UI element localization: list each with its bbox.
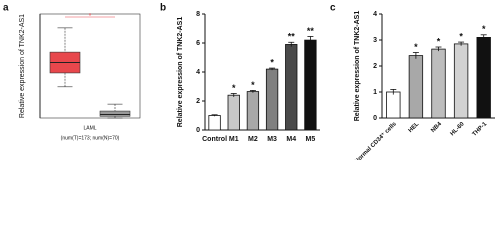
- panel-label: c: [330, 3, 336, 14]
- annotation: *: [89, 13, 92, 20]
- x-tick-label: LAML: [83, 125, 96, 131]
- x-axis-label: (num(T)=173; num(N)=70): [61, 135, 120, 141]
- significance: *: [251, 80, 255, 90]
- panel-label: a: [3, 3, 9, 14]
- bar: [246, 91, 260, 131]
- y-tick-label: 2: [196, 98, 200, 105]
- y-tick-label: 1: [373, 89, 377, 96]
- x-tick-label: NB4: [430, 121, 443, 134]
- y-tick-label: 3: [373, 37, 377, 44]
- panel-label: b: [160, 3, 166, 14]
- bar: [265, 68, 279, 131]
- x-tick-label: HEL: [408, 121, 421, 134]
- x-tick-label: Control: [202, 136, 227, 143]
- y-axis-label: Relative expression of TNK2-AS1: [177, 17, 184, 128]
- bar: [431, 48, 446, 119]
- y-axis-label: Relative expression of TNK2-AS1: [19, 14, 26, 118]
- x-tick-label: THP-1: [472, 121, 489, 138]
- significance: *: [414, 42, 418, 52]
- x-tick-label: M3: [267, 136, 277, 143]
- x-tick-label: M5: [306, 136, 316, 143]
- box: [99, 110, 131, 117]
- y-tick-label: 0: [196, 127, 200, 134]
- y-tick-label: 4: [373, 11, 377, 18]
- y-tick-label: 8: [196, 11, 200, 18]
- significance: *: [270, 57, 274, 67]
- bar: [285, 44, 298, 131]
- figure: a Relative expression of TNK2-AS1 * LAML (nu…: [3, 3, 495, 160]
- y-tick-label: 2: [373, 63, 377, 70]
- x-tick-label: M4: [286, 136, 296, 143]
- significance: **: [288, 32, 296, 42]
- y-axis-label: Relative expression of TNK2-AS1: [354, 11, 361, 122]
- bar: [386, 91, 401, 119]
- significance: **: [307, 26, 315, 36]
- significance: *: [437, 36, 441, 46]
- x-tick-label: M1: [229, 136, 239, 143]
- bar: [208, 115, 221, 131]
- y-tick-label: 4: [196, 69, 200, 76]
- bar: [408, 55, 424, 119]
- x-tick-label: HL-60: [450, 121, 466, 137]
- significance: *: [459, 31, 463, 41]
- bar: [453, 43, 469, 119]
- significance: *: [482, 24, 486, 34]
- bar: [304, 39, 317, 131]
- bar: [227, 94, 240, 131]
- x-tick-label: M2: [248, 136, 258, 143]
- y-tick-label: 0: [373, 115, 377, 122]
- significance: *: [232, 83, 236, 93]
- y-tick-label: 6: [196, 40, 200, 47]
- bar: [476, 37, 491, 119]
- plot-frame: [39, 13, 141, 119]
- x-tick-label: Normal CD34⁺ cells: [353, 120, 398, 160]
